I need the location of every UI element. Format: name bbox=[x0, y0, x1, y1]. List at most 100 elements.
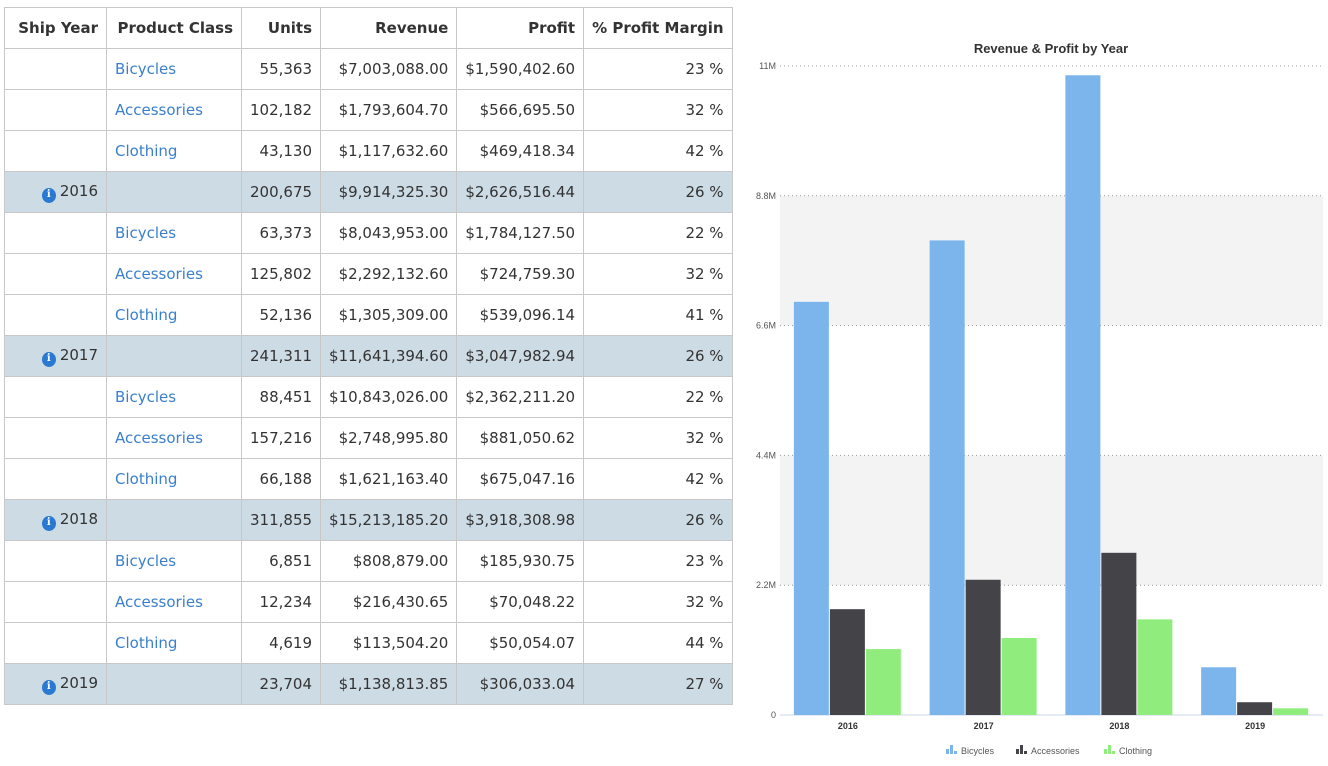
ship-year-cell[interactable]: i 2019 bbox=[4, 663, 107, 705]
product-class-cell[interactable]: Accessories bbox=[106, 253, 242, 295]
y-tick-label: 2.2M bbox=[756, 580, 776, 590]
header-profit[interactable]: Profit bbox=[456, 7, 585, 49]
table-row[interactable]: Clothing 43,130 $1,117,632.60 $469,418.34 42… bbox=[4, 130, 733, 172]
revenue-cell: $808,879.00 bbox=[320, 540, 458, 582]
ship-year-label: 2019 bbox=[59, 673, 98, 692]
header-units[interactable]: Units bbox=[240, 7, 322, 49]
info-icon[interactable]: i bbox=[41, 187, 56, 203]
legend-bar-icon bbox=[1024, 751, 1027, 754]
table-row[interactable]: Clothing 52,136 $1,305,309.00 $539,096.14 41… bbox=[4, 294, 733, 336]
bar-clothing-2019 bbox=[1273, 708, 1309, 715]
table-row[interactable]: Accessories 102,182 $1,793,604.70 $566,695.… bbox=[4, 89, 733, 131]
group-total-row[interactable]: i 2018 311,855 $15,213,185.20 $3,918,308.98 2… bbox=[4, 499, 733, 541]
y-tick-label: 11M bbox=[759, 61, 776, 71]
profit-margin-cell: 22 % bbox=[583, 212, 733, 254]
table-row[interactable]: Bicycles 88,451 $10,843,026.00 $2,362,211.2… bbox=[4, 376, 733, 418]
legend-label: Clothing bbox=[1119, 746, 1152, 756]
product-class-cell[interactable]: Clothing bbox=[106, 458, 242, 500]
table-row[interactable]: Accessories 157,216 $2,748,995.80 $881,050.… bbox=[4, 417, 733, 459]
product-class-cell[interactable]: Bicycles bbox=[106, 376, 242, 418]
info-icon[interactable]: i bbox=[41, 515, 56, 531]
table-row[interactable]: Bicycles 6,851 $808,879.00 $185,930.75 23 % bbox=[4, 540, 733, 582]
table-row[interactable]: Clothing 66,188 $1,621,163.40 $675,047.16 42… bbox=[4, 458, 733, 500]
header-product-class[interactable]: Product Class bbox=[106, 7, 242, 49]
profit-cell: $675,047.16 bbox=[456, 458, 585, 500]
bar-accessories-2016 bbox=[829, 609, 865, 715]
bar-clothing-2017 bbox=[1001, 637, 1037, 715]
header-profit-margin[interactable]: % Profit Margin bbox=[583, 7, 733, 49]
header-row: Ship Year Product Class Units Revenue Pr… bbox=[4, 7, 733, 49]
profit-margin-cell: 26 % bbox=[583, 335, 733, 377]
table-row[interactable]: Clothing 4,619 $113,504.20 $50,054.07 44 % bbox=[4, 622, 733, 664]
units-cell: 23,704 bbox=[240, 663, 322, 705]
ship-year-cell bbox=[4, 622, 107, 664]
ship-year-cell[interactable]: i 2017 bbox=[4, 335, 107, 377]
table-row[interactable]: Accessories 125,802 $2,292,132.60 $724,759.… bbox=[4, 253, 733, 295]
product-class-cell[interactable]: Clothing bbox=[106, 130, 242, 172]
legend-bar-icon bbox=[954, 751, 957, 754]
product-class-cell[interactable]: Clothing bbox=[106, 294, 242, 336]
profit-margin-cell: 26 % bbox=[583, 171, 733, 213]
ship-year-cell bbox=[4, 89, 107, 131]
profit-cell: $70,048.22 bbox=[456, 581, 585, 623]
table-row[interactable]: Bicycles 63,373 $8,043,953.00 $1,784,127.50… bbox=[4, 212, 733, 254]
y-tick-label: 0 bbox=[771, 710, 776, 720]
product-class-cell bbox=[106, 171, 242, 213]
legend-item-accessories[interactable]: Accessories bbox=[1016, 745, 1080, 756]
bar-accessories-2017 bbox=[965, 579, 1001, 715]
legend-bar-icon bbox=[1016, 749, 1019, 754]
ship-year-cell[interactable]: i 2018 bbox=[4, 499, 107, 541]
profit-margin-cell: 32 % bbox=[583, 581, 733, 623]
table-row[interactable]: Accessories 12,234 $216,430.65 $70,048.22 32… bbox=[4, 581, 733, 623]
legend-item-clothing[interactable]: Clothing bbox=[1104, 745, 1152, 756]
legend-bar-icon bbox=[946, 749, 949, 754]
profit-margin-cell: 22 % bbox=[583, 376, 733, 418]
y-tick-label: 6.6M bbox=[756, 321, 776, 331]
product-class-cell[interactable]: Clothing bbox=[106, 622, 242, 664]
x-tick-label: 2019 bbox=[1245, 721, 1265, 731]
revenue-cell: $113,504.20 bbox=[320, 622, 458, 664]
units-cell: 63,373 bbox=[240, 212, 322, 254]
profit-margin-cell: 32 % bbox=[583, 253, 733, 295]
profit-cell: $2,362,211.20 bbox=[456, 376, 585, 418]
ship-year-cell bbox=[4, 376, 107, 418]
profit-margin-cell: 32 % bbox=[583, 417, 733, 459]
product-class-cell[interactable]: Accessories bbox=[106, 89, 242, 131]
revenue-cell: $11,641,394.60 bbox=[320, 335, 458, 377]
profit-margin-cell: 42 % bbox=[583, 458, 733, 500]
profit-margin-cell: 32 % bbox=[583, 89, 733, 131]
profit-cell: $1,784,127.50 bbox=[456, 212, 585, 254]
ship-year-cell bbox=[4, 540, 107, 582]
profit-cell: $469,418.34 bbox=[456, 130, 585, 172]
bar-clothing-2016 bbox=[865, 649, 901, 715]
bar-bicycles-2016 bbox=[793, 301, 829, 715]
info-icon[interactable]: i bbox=[41, 351, 56, 367]
bar-bicycles-2019 bbox=[1201, 667, 1237, 715]
group-total-row[interactable]: i 2016 200,675 $9,914,325.30 $2,626,516.44 26… bbox=[4, 171, 733, 213]
units-cell: 4,619 bbox=[240, 622, 322, 664]
product-class-cell[interactable]: Bicycles bbox=[106, 48, 242, 90]
pivot-grid: Ship Year Product Class Units Revenue Pr… bbox=[4, 7, 733, 705]
plot-band bbox=[780, 455, 1323, 586]
product-class-cell[interactable]: Accessories bbox=[106, 581, 242, 623]
bar-clothing-2018 bbox=[1137, 619, 1173, 715]
ship-year-cell[interactable]: i 2016 bbox=[4, 171, 107, 213]
legend-bar-icon bbox=[1112, 751, 1115, 754]
revenue-cell: $2,748,995.80 bbox=[320, 417, 458, 459]
product-class-cell bbox=[106, 499, 242, 541]
group-total-row[interactable]: i 2019 23,704 $1,138,813.85 $306,033.04 27 % bbox=[4, 663, 733, 705]
legend-bar-icon bbox=[950, 745, 953, 754]
revenue-cell: $1,621,163.40 bbox=[320, 458, 458, 500]
units-cell: 55,363 bbox=[240, 48, 322, 90]
units-cell: 52,136 bbox=[240, 294, 322, 336]
product-class-cell[interactable]: Accessories bbox=[106, 417, 242, 459]
product-class-cell[interactable]: Bicycles bbox=[106, 540, 242, 582]
group-total-row[interactable]: i 2017 241,311 $11,641,394.60 $3,047,982.94 2… bbox=[4, 335, 733, 377]
table-row[interactable]: Bicycles 55,363 $7,003,088.00 $1,590,402.60… bbox=[4, 48, 733, 90]
product-class-cell[interactable]: Bicycles bbox=[106, 212, 242, 254]
header-ship-year[interactable]: Ship Year bbox=[4, 7, 107, 49]
info-icon[interactable]: i bbox=[41, 679, 56, 695]
units-cell: 66,188 bbox=[240, 458, 322, 500]
header-revenue[interactable]: Revenue bbox=[320, 7, 458, 49]
legend-item-bicycles[interactable]: Bicycles bbox=[946, 745, 995, 756]
